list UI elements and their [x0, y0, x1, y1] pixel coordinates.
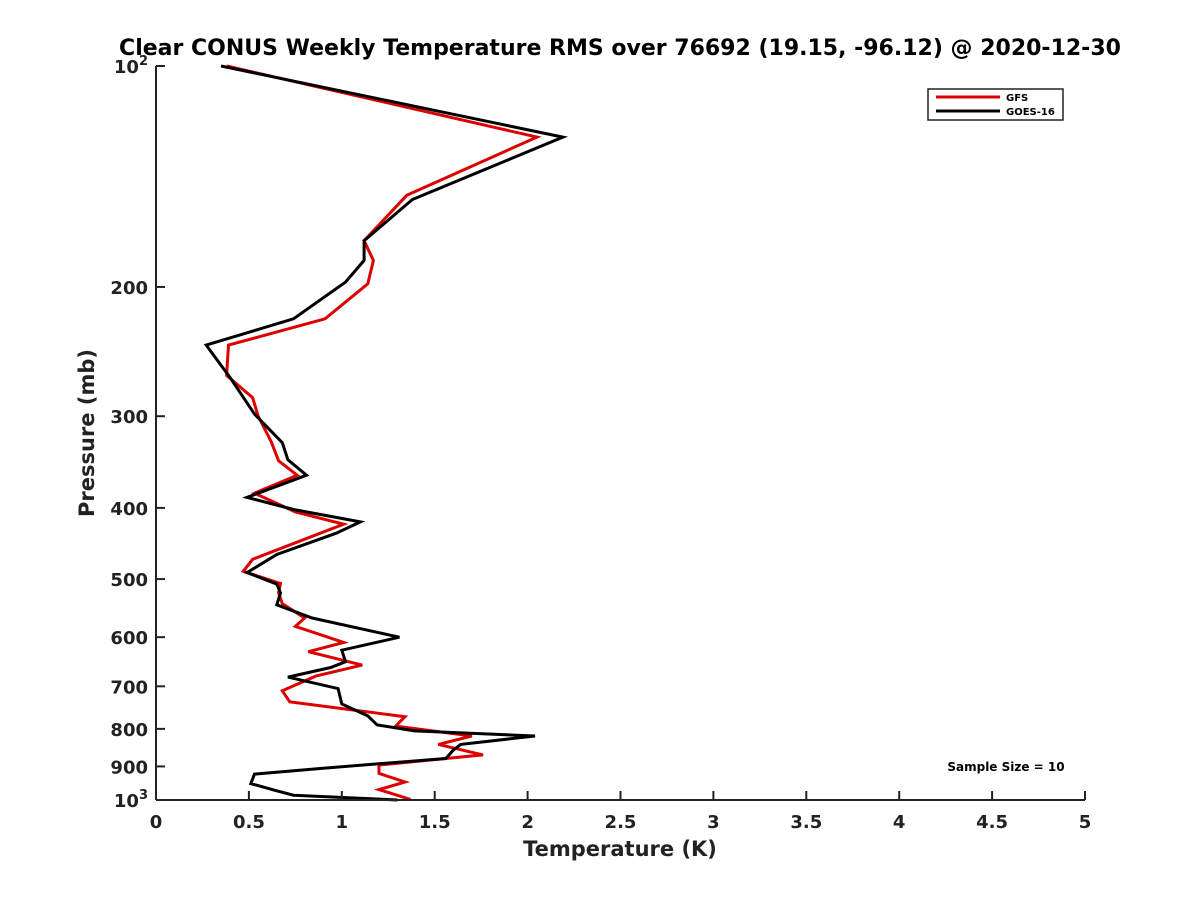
x-tick-label: 1	[336, 812, 349, 833]
y-tick-label: 900	[110, 757, 148, 778]
x-tick-label: 3	[707, 812, 720, 833]
x-tick-label: 4	[893, 812, 906, 833]
y-tick-label: 102	[114, 54, 148, 78]
x-tick-label: 2	[521, 812, 534, 833]
y-tick-label: 103	[114, 788, 148, 812]
x-tick-label: 2.5	[605, 812, 637, 833]
x-tick-label: 1.5	[419, 812, 451, 833]
legend: GFS GOES-16	[927, 88, 1064, 121]
y-tick-label: 700	[110, 677, 148, 698]
series-line-goes16	[203, 64, 568, 802]
y-tick-label: 300	[110, 407, 148, 428]
y-tick-label: 400	[110, 499, 148, 520]
ticks: 0 0.5 1 1.5 2 2.5 3 3.5 4 4.5 5 102 200 300 400 500 600 7…	[110, 54, 1091, 833]
x-tick-label: 4.5	[976, 812, 1008, 833]
x-tick-label: 0	[150, 812, 163, 833]
sample-size-annotation: Sample Size = 10	[947, 760, 1064, 774]
y-axis-label: Pressure (mb)	[75, 349, 99, 517]
x-axis-label: Temperature (K)	[523, 837, 717, 861]
y-tick-label: 800	[110, 720, 148, 741]
axes	[155, 66, 1085, 801]
chart-title: Clear CONUS Weekly Temperature RMS over …	[119, 36, 1121, 61]
legend-label: GFS	[1006, 93, 1028, 104]
y-tick-label: 500	[110, 570, 148, 591]
y-tick-label: 200	[110, 278, 148, 299]
legend-label: GOES-16	[1006, 107, 1055, 118]
legend-box	[927, 88, 1064, 121]
x-tick-label: 3.5	[790, 812, 822, 833]
y-tick-label: 600	[110, 628, 148, 649]
x-tick-label: 5	[1079, 812, 1092, 833]
plot-lines	[203, 64, 568, 802]
x-tick-label: 0.5	[233, 812, 265, 833]
